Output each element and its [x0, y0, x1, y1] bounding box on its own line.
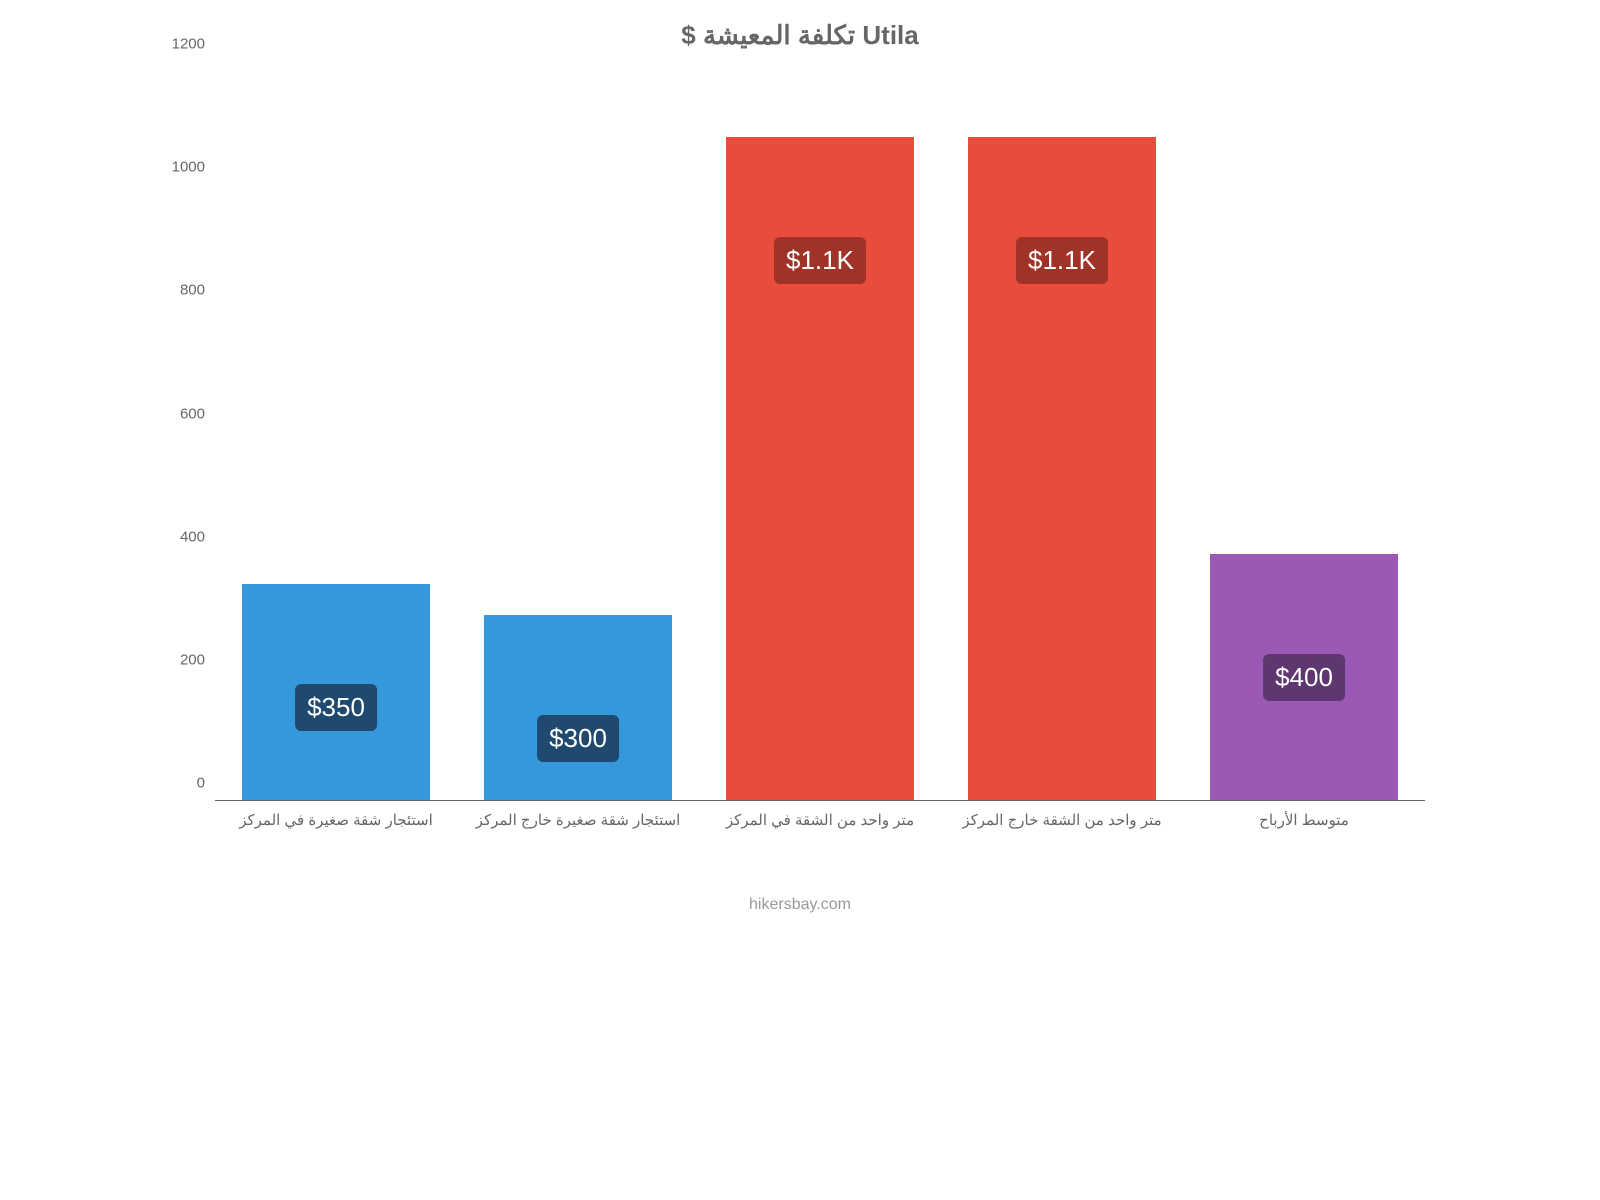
bar-value-label: $350 — [295, 684, 377, 731]
bar-value-label: $1.1K — [1016, 237, 1108, 284]
y-tick: 400 — [160, 528, 205, 545]
x-category-label: متوسط الأرباح — [1259, 811, 1349, 829]
y-tick: 600 — [160, 405, 205, 422]
y-tick: 200 — [160, 651, 205, 668]
chart-title: $ تكلفة المعيشة Utila — [160, 20, 1440, 51]
plot-outer: 020040060080010001200$350$300$1.1K$1.1K$… — [215, 61, 1425, 841]
x-category-label: متر واحد من الشقة خارج المركز — [962, 811, 1161, 829]
bar: $1.1K — [726, 137, 915, 800]
plot-area: 020040060080010001200$350$300$1.1K$1.1K$… — [215, 61, 1425, 801]
y-tick: 1000 — [160, 159, 205, 176]
y-tick: 1200 — [160, 36, 205, 53]
y-tick: 800 — [160, 282, 205, 299]
x-category-label: متر واحد من الشقة في المركز — [726, 811, 914, 829]
x-axis: استئجار شقة صغيرة في المركز استئجار شقة ص… — [215, 801, 1425, 841]
bar: $400 — [1210, 554, 1399, 800]
bar: $1.1K — [968, 137, 1157, 800]
bar: $350 — [242, 584, 431, 800]
x-category-label: استئجار شقة صغيرة في المركز — [239, 811, 433, 829]
bar-value-label: $400 — [1263, 654, 1345, 701]
bar: $300 — [484, 615, 673, 800]
bar-value-label: $1.1K — [774, 237, 866, 284]
bar-value-label: $300 — [537, 715, 619, 762]
x-category-label: استئجار شقة صغيرة خارج المركز — [476, 811, 681, 829]
y-tick: 0 — [160, 775, 205, 792]
attribution-text: hikersbay.com — [160, 896, 1440, 914]
cost-of-living-chart: $ تكلفة المعيشة Utila 0 200 400 600 800 1000 1… — [160, 0, 1440, 940]
